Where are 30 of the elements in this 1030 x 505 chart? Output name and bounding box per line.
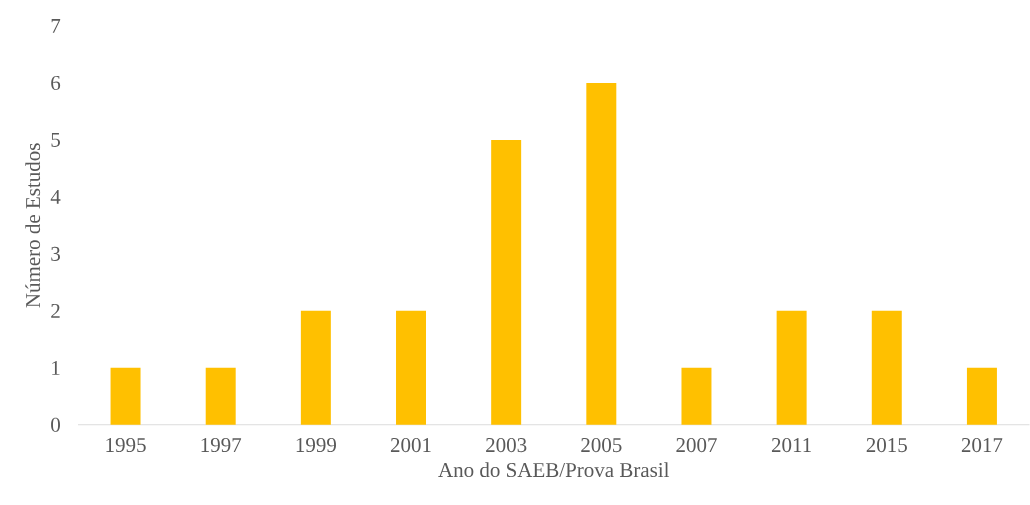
x-tick-label: 1997 <box>201 438 242 453</box>
y-tick-label: 5 <box>51 133 60 148</box>
bar <box>776 310 807 425</box>
x-tick-label: 1995 <box>106 438 146 453</box>
bar <box>110 367 141 425</box>
x-axis-title: Ano do SAEB/Prova Brasil <box>438 462 670 478</box>
x-tick-label: 2011 <box>771 438 811 453</box>
x-tick-label: 2001 <box>390 438 431 453</box>
y-tick-label: 4 <box>50 190 61 204</box>
y-axis-title: Número de Estudos <box>25 143 41 308</box>
y-tick-label: 3 <box>51 246 60 262</box>
bar <box>966 367 997 425</box>
bar <box>681 367 712 425</box>
x-tick-label: 2005 <box>581 438 622 453</box>
bar <box>871 310 902 425</box>
y-tick-label: 2 <box>51 304 60 318</box>
bar <box>586 83 617 425</box>
x-tick-label: 1999 <box>296 438 336 453</box>
y-tick-label: 7 <box>51 19 61 33</box>
x-tick-label: 2015 <box>866 438 907 453</box>
y-tick-label: 0 <box>51 417 60 432</box>
bar <box>300 310 331 425</box>
x-tick-label: 2007 <box>676 438 717 453</box>
bar <box>396 310 426 425</box>
x-tick-label: 2003 <box>486 438 527 453</box>
bar <box>491 140 522 425</box>
y-tick-label: 6 <box>51 76 61 91</box>
bar <box>205 367 236 425</box>
x-tick-label: 2017 <box>961 438 1003 453</box>
y-tick-label: 1 <box>52 361 60 375</box>
